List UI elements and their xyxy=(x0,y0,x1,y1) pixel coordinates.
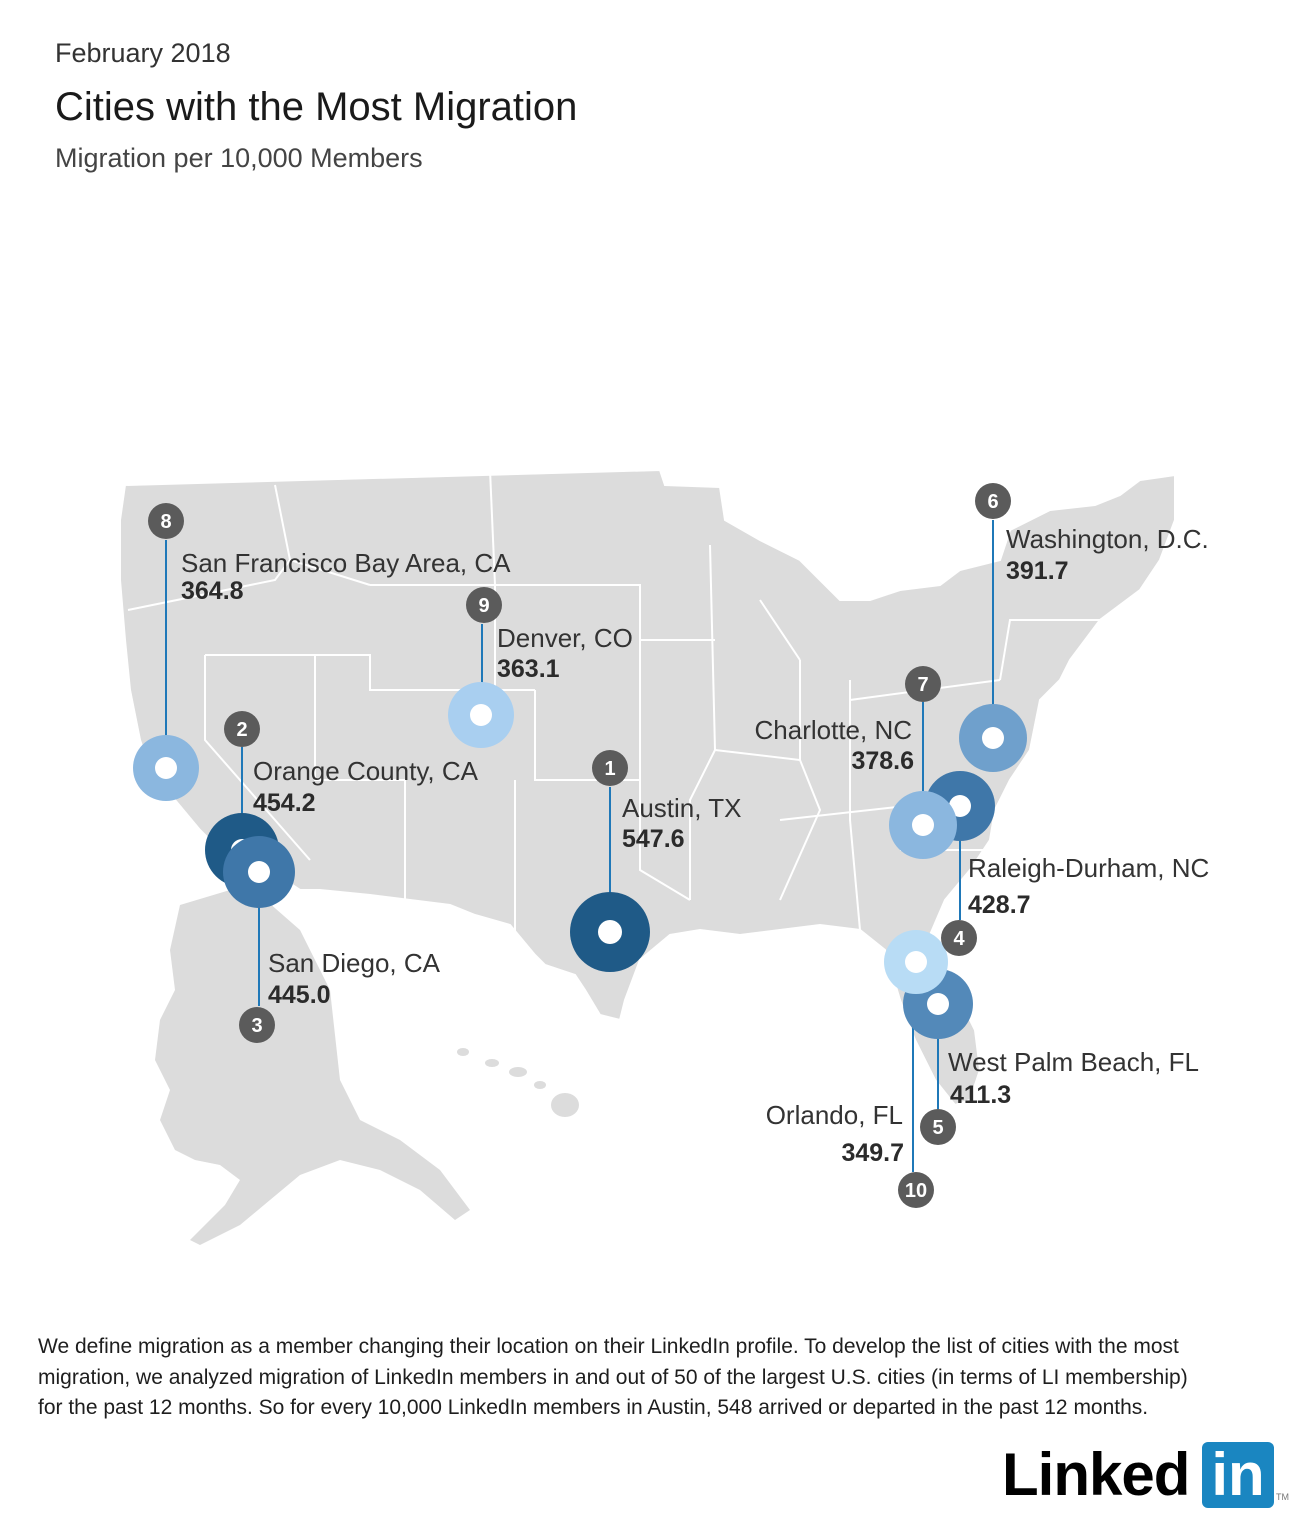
rank-badge-2: 2 xyxy=(224,711,260,747)
svg-text:7: 7 xyxy=(917,674,928,696)
city-name-charlotte: Charlotte, NC xyxy=(755,715,913,745)
rank-badges: 8 9 2 1 3 6 7 4 5 10 xyxy=(148,483,1011,1208)
svg-text:4: 4 xyxy=(953,928,965,950)
rank-badge-7: 7 xyxy=(905,666,941,702)
city-value-raleigh-durham: 428.7 xyxy=(968,891,1031,919)
svg-text:1: 1 xyxy=(604,758,615,780)
city-name-denver: Denver, CO xyxy=(497,623,633,653)
city-name-austin: Austin, TX xyxy=(622,793,741,823)
rank-badge-10: 10 xyxy=(898,1172,934,1208)
rank-badge-1: 1 xyxy=(592,750,628,786)
city-value-orange-county: 454.2 xyxy=(253,789,316,817)
logo-trademark: TM xyxy=(1276,1492,1289,1502)
city-name-san-diego: San Diego, CA xyxy=(268,948,441,978)
city-name-washington-dc: Washington, D.C. xyxy=(1006,524,1209,554)
logo-wordmark: Linked xyxy=(1002,1441,1190,1508)
marker-san-diego xyxy=(223,836,295,908)
hawaii xyxy=(457,1048,579,1117)
svg-text:8: 8 xyxy=(160,511,171,533)
report-date: February 2018 xyxy=(55,38,231,68)
city-name-raleigh-durham: Raleigh-Durham, NC xyxy=(968,853,1209,883)
svg-text:10: 10 xyxy=(905,1180,927,1202)
city-value-orlando: 349.7 xyxy=(841,1139,904,1167)
rank-badge-9: 9 xyxy=(466,587,502,623)
svg-text:2: 2 xyxy=(236,719,247,741)
marker-orlando xyxy=(884,930,948,994)
city-value-west-palm-beach: 411.3 xyxy=(950,1081,1011,1109)
city-value-denver: 363.1 xyxy=(497,655,560,683)
marker-san-francisco xyxy=(133,735,199,801)
rank-badge-5: 5 xyxy=(920,1109,956,1145)
rank-badge-3: 3 xyxy=(239,1007,275,1043)
city-value-san-diego: 445.0 xyxy=(268,981,331,1009)
us-map: 8 9 2 1 3 6 7 4 5 10 San Francisco Bay A… xyxy=(119,468,1209,1245)
rank-badge-4: 4 xyxy=(941,920,977,956)
city-name-orange-county: Orange County, CA xyxy=(253,756,479,786)
city-name-san-francisco: San Francisco Bay Area, CA xyxy=(181,548,511,578)
city-name-orlando: Orlando, FL xyxy=(766,1100,903,1130)
page-title: Cities with the Most Migration xyxy=(55,85,578,129)
city-name-west-palm-beach: West Palm Beach, FL xyxy=(948,1047,1199,1077)
state-borders xyxy=(127,469,1100,960)
svg-text:6: 6 xyxy=(987,491,998,513)
svg-text:3: 3 xyxy=(251,1015,262,1037)
city-labels: San Francisco Bay Area, CA 364.8 Denver,… xyxy=(181,524,1209,1167)
methodology-footnote: We define migration as a member changing… xyxy=(38,1335,1188,1419)
city-value-charlotte: 378.6 xyxy=(851,747,914,775)
city-value-san-francisco: 364.8 xyxy=(181,577,244,605)
alaska xyxy=(155,890,470,1245)
marker-austin xyxy=(570,892,650,972)
linkedin-logo: Linked in TM xyxy=(1002,1440,1292,1510)
svg-text:9: 9 xyxy=(478,595,489,617)
logo-in-box: in xyxy=(1202,1442,1274,1508)
markers xyxy=(133,682,1027,1039)
city-value-washington-dc: 391.7 xyxy=(1006,557,1069,585)
svg-text:5: 5 xyxy=(932,1117,943,1139)
page-subtitle: Migration per 10,000 Members xyxy=(55,143,423,173)
city-value-austin: 547.6 xyxy=(622,825,685,853)
rank-badge-8: 8 xyxy=(148,503,184,539)
marker-washington-dc xyxy=(959,704,1027,772)
marker-denver xyxy=(448,682,514,748)
marker-charlotte xyxy=(889,791,957,859)
rank-badge-6: 6 xyxy=(975,483,1011,519)
